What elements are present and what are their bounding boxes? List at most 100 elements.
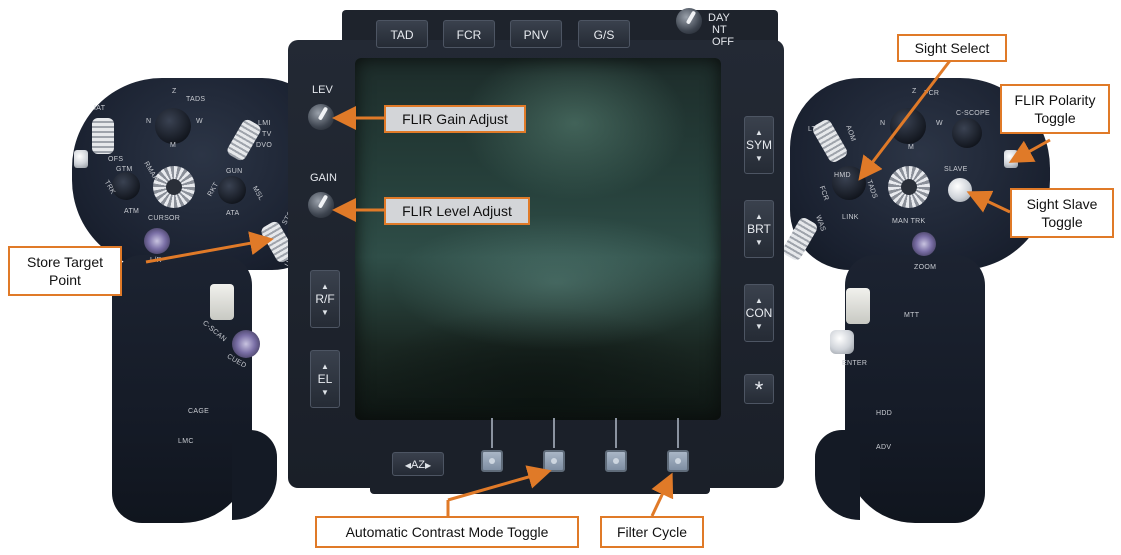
label-lmi: LMI — [258, 120, 271, 127]
leader-filter-cycle — [650, 472, 674, 517]
callout-store-target: Store Target Point — [8, 246, 122, 296]
label-tv: TV — [262, 131, 272, 138]
leader-store-target — [145, 231, 274, 264]
el-button[interactable]: ▲ EL ▼ — [310, 350, 340, 408]
callout-auto-contrast: Automatic Contrast Mode Toggle — [315, 516, 579, 548]
brt-label: BRT — [747, 221, 771, 236]
gun-button[interactable] — [218, 176, 246, 204]
label-ofs: OFS — [108, 156, 124, 163]
left-side-trigger[interactable] — [74, 150, 88, 168]
con-label: CON — [745, 305, 773, 320]
label-fcr-right: FCR — [924, 90, 940, 97]
leader-flir-polarity — [1008, 138, 1051, 163]
label-m-right: M — [908, 144, 915, 151]
label-w: W — [196, 118, 203, 125]
enter-button[interactable] — [830, 330, 854, 354]
cursor-controller[interactable] — [153, 166, 195, 208]
asterisk-button[interactable]: * — [744, 374, 774, 404]
lev-knob-label: LEV — [312, 84, 333, 96]
left-arrow-icon: ◀ — [404, 461, 411, 470]
callout-flir-level: FLIR Level Adjust — [384, 197, 530, 225]
label-enter: ENTER — [842, 360, 868, 367]
cued-button[interactable] — [232, 330, 260, 358]
tads-hat-switch[interactable] — [155, 108, 191, 144]
c-scope-button[interactable] — [952, 118, 982, 148]
rf-label: R/F — [315, 291, 335, 306]
callout-flir-gain: FLIR Gain Adjust — [384, 105, 526, 133]
label-m: M — [170, 142, 177, 149]
label-zoom: ZOOM — [914, 264, 937, 271]
gs-button[interactable]: G/S — [578, 20, 630, 48]
mode-label-day: DAY — [708, 12, 730, 24]
label-lt: LT — [808, 126, 817, 133]
label-dvo: DVO — [256, 142, 273, 149]
bottom-bezel-button-3[interactable] — [605, 450, 627, 472]
leader-sight-select — [858, 57, 954, 181]
gtm-button[interactable] — [112, 172, 140, 200]
label-z-right: Z — [912, 88, 917, 95]
label-atm: ATM — [124, 208, 140, 215]
leader-auto-contrast-b — [447, 465, 552, 502]
sym-button[interactable]: ▲ SYM ▼ — [744, 116, 774, 174]
label-lmc: LMC — [178, 438, 194, 445]
label-n: N — [146, 118, 152, 125]
lr-button[interactable] — [144, 228, 170, 254]
man-trk-controller[interactable] — [888, 166, 930, 208]
tad-button[interactable]: TAD — [376, 20, 428, 48]
label-gtm: GTM — [116, 166, 133, 173]
right-arrow-icon: ▶ — [425, 461, 432, 470]
rf-button[interactable]: ▲ R/F ▼ — [310, 270, 340, 328]
label-cage: CAGE — [188, 408, 210, 415]
label-mtt: MTT — [904, 312, 920, 319]
label-iat: IAT — [94, 105, 106, 112]
mode-label-nt: NT — [712, 24, 727, 36]
label-slave: SLAVE — [944, 166, 968, 173]
label-tads: TADS — [186, 96, 206, 103]
up-arrow-icon: ▲ — [321, 281, 329, 291]
zoom-button[interactable] — [912, 232, 936, 256]
switch-wire — [677, 418, 679, 448]
iat-thumbwheel[interactable] — [92, 118, 114, 154]
callout-flir-polarity: FLIR Polarity Toggle — [1000, 84, 1110, 134]
label-cursor: CURSOR — [148, 215, 181, 222]
gain-knob-label: GAIN — [310, 172, 337, 184]
label-link: LINK — [842, 214, 859, 221]
callout-sight-slave: Sight Slave Toggle — [1010, 188, 1114, 238]
up-arrow-icon: ▲ — [755, 211, 763, 221]
label-hdd: HDD — [876, 410, 893, 417]
label-z: Z — [172, 88, 177, 95]
label-gun: GUN — [226, 168, 243, 175]
lev-knob[interactable] — [308, 104, 334, 130]
filter-cycle-button[interactable] — [667, 450, 689, 472]
az-label: AZ — [410, 459, 426, 471]
bottom-bezel-button-1[interactable] — [481, 450, 503, 472]
sym-label: SYM — [745, 137, 772, 152]
mode-label-off: OFF — [712, 36, 734, 48]
down-arrow-icon: ▼ — [321, 387, 329, 397]
leader-sight-slave — [966, 190, 1011, 214]
label-man-trk: MAN TRK — [892, 218, 926, 225]
day-nt-off-knob[interactable] — [676, 8, 702, 34]
az-button[interactable]: ◀AZ▶ — [392, 452, 444, 476]
down-arrow-icon: ▼ — [755, 321, 763, 331]
up-arrow-icon: ▲ — [321, 361, 329, 371]
switch-wire — [615, 418, 617, 448]
c-scan-switch[interactable] — [210, 284, 234, 320]
up-arrow-icon: ▲ — [755, 127, 763, 137]
pnv-button[interactable]: PNV — [510, 20, 562, 48]
label-w-right: W — [936, 120, 943, 127]
gain-knob[interactable] — [308, 192, 334, 218]
mtt-switch[interactable] — [846, 288, 870, 324]
up-arrow-icon: ▲ — [755, 295, 763, 305]
fcr-button[interactable]: FCR — [443, 20, 495, 48]
label-n-right: N — [880, 120, 886, 127]
el-label: EL — [317, 371, 333, 386]
label-c-scope: C-SCOPE — [956, 110, 990, 117]
callout-filter-cycle: Filter Cycle — [600, 516, 704, 548]
brt-button[interactable]: ▲ BRT ▼ — [744, 200, 774, 258]
label-ata: ATA — [226, 210, 240, 217]
switch-wire — [553, 418, 555, 448]
con-button[interactable]: ▲ CON ▼ — [744, 284, 774, 342]
down-arrow-icon: ▼ — [321, 307, 329, 317]
